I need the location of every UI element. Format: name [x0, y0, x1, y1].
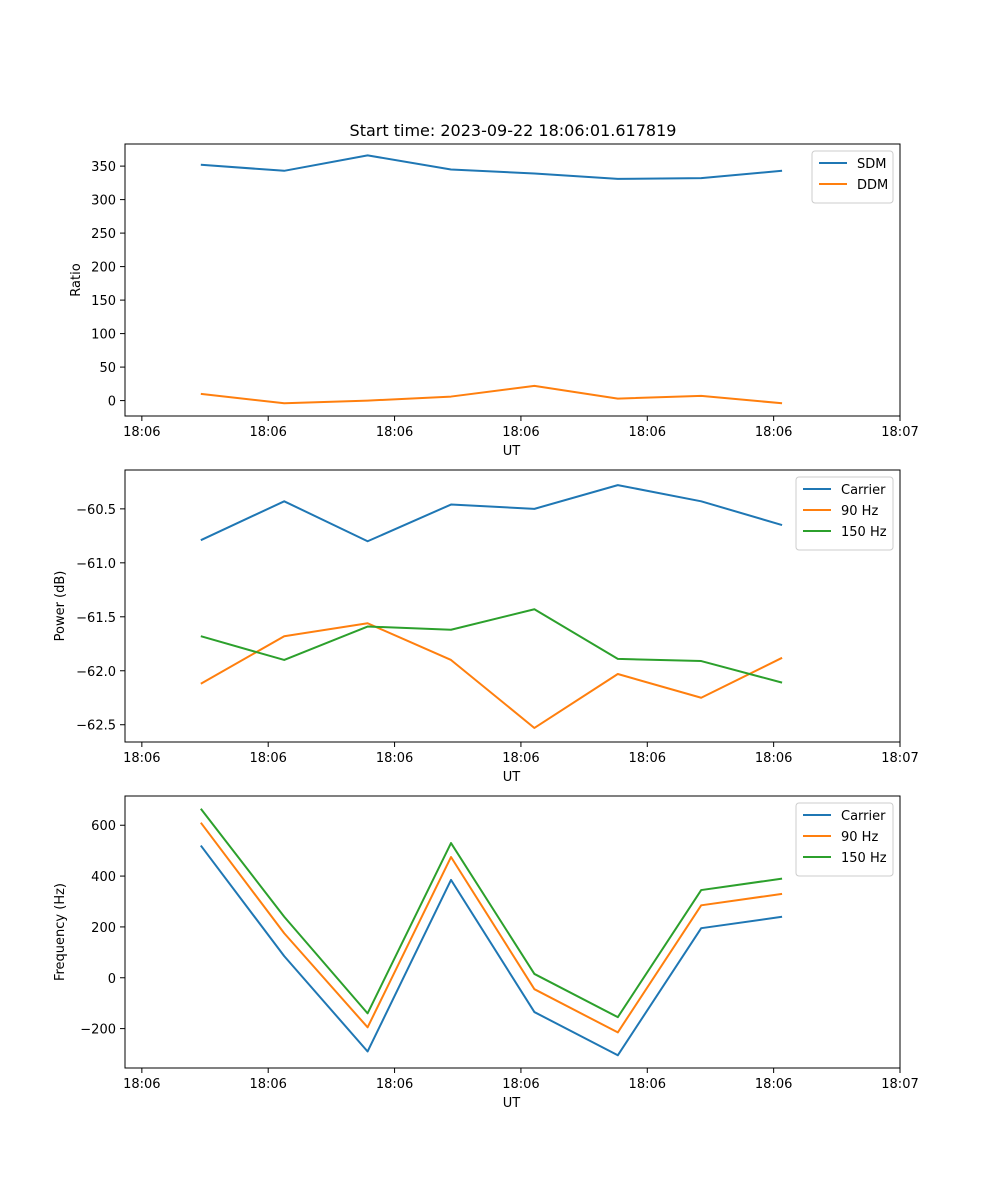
- y-tick-label: −62.0: [76, 665, 116, 680]
- legend-label: DDM: [857, 178, 888, 193]
- x-tick-label: 18:06: [629, 751, 666, 766]
- y-tick-label: 0: [108, 395, 116, 410]
- x-tick-label: 18:06: [376, 425, 413, 440]
- x-axis-label: UT: [503, 1096, 521, 1111]
- x-tick-label: 18:06: [502, 425, 539, 440]
- y-tick-label: 100: [91, 328, 116, 343]
- x-tick-label: 18:06: [755, 1077, 792, 1092]
- series-line-sdm: [200, 154, 783, 180]
- x-tick-label: 18:06: [123, 1077, 160, 1092]
- x-tick-label: 18:06: [249, 751, 286, 766]
- y-tick-label: −200: [80, 1023, 116, 1038]
- x-axis-label: UT: [503, 770, 521, 785]
- y-tick-label: 200: [91, 921, 116, 936]
- legend-label: Carrier: [841, 483, 886, 498]
- legend: Carrier 90 Hz 150 Hz: [795, 802, 894, 877]
- panel-2: 18:06 18:06 18:06 18:06 18:06 18:06 18:07 −62.5…: [53, 469, 919, 785]
- series-line-carrier: [200, 844, 783, 1057]
- y-tick-label: 600: [91, 819, 116, 834]
- plot-frame: [124, 795, 901, 1069]
- x-tick-label: 18:07: [881, 425, 918, 440]
- x-tick-label: 18:06: [502, 1077, 539, 1092]
- y-tick-label: −62.5: [76, 719, 116, 734]
- y-axis-label: Power (dB): [53, 571, 68, 642]
- plot-frame: [124, 469, 901, 743]
- y-tick-label: 0: [108, 972, 116, 987]
- x-tick-label: 18:06: [629, 425, 666, 440]
- plot-frame: [124, 143, 901, 417]
- y-tick-label: 200: [91, 261, 116, 276]
- x-tick-label: 18:06: [249, 425, 286, 440]
- legend: SDM DDM: [811, 150, 894, 204]
- x-tick-label: 18:06: [755, 425, 792, 440]
- legend-label: 90 Hz: [841, 830, 878, 845]
- x-tick-label: 18:06: [376, 751, 413, 766]
- y-tick-label: 300: [91, 194, 116, 209]
- y-tick-label: 400: [91, 870, 116, 885]
- panel-3: 18:06 18:06 18:06 18:06 18:06 18:06 18:07 −200 0…: [53, 795, 919, 1111]
- series-line-150-hz: [200, 808, 783, 1019]
- x-tick-label: 18:06: [249, 1077, 286, 1092]
- panel-1: 18:06 18:06 18:06 18:06 18:06 18:06 18:07 0 50 10…: [69, 143, 919, 459]
- y-tick-label: 150: [91, 294, 116, 309]
- y-tick-label: −61.5: [76, 611, 116, 626]
- y-tick-label: −61.0: [76, 557, 116, 572]
- chart-title: Start time: 2023-09-22 18:06:01.617819: [350, 121, 677, 140]
- legend-label: 90 Hz: [841, 504, 878, 519]
- y-axis-label: Frequency (Hz): [53, 883, 68, 981]
- legend-label: 150 Hz: [841, 851, 887, 866]
- y-tick-label: 50: [99, 361, 116, 376]
- x-tick-label: 18:06: [755, 751, 792, 766]
- x-tick-label: 18:06: [123, 751, 160, 766]
- series-line-ddm: [200, 384, 783, 405]
- y-axis-label: Ratio: [69, 263, 84, 296]
- x-tick-label: 18:06: [502, 751, 539, 766]
- series-line-150-hz: [200, 608, 783, 684]
- y-tick-label: 350: [91, 160, 116, 175]
- series-line-90-hz: [200, 622, 783, 729]
- x-tick-label: 18:06: [376, 1077, 413, 1092]
- legend-label: 150 Hz: [841, 525, 887, 540]
- x-tick-label: 18:07: [881, 751, 918, 766]
- legend-label: SDM: [857, 157, 886, 172]
- y-tick-label: 250: [91, 227, 116, 242]
- x-tick-label: 18:06: [123, 425, 160, 440]
- y-tick-label: −60.5: [76, 503, 116, 518]
- series-line-carrier: [200, 484, 783, 543]
- x-tick-label: 18:06: [629, 1077, 666, 1092]
- legend-label: Carrier: [841, 809, 886, 824]
- series-line-90-hz: [200, 822, 783, 1034]
- legend: Carrier 90 Hz 150 Hz: [795, 476, 894, 551]
- x-tick-label: 18:07: [881, 1077, 918, 1092]
- x-axis-label: UT: [503, 444, 521, 459]
